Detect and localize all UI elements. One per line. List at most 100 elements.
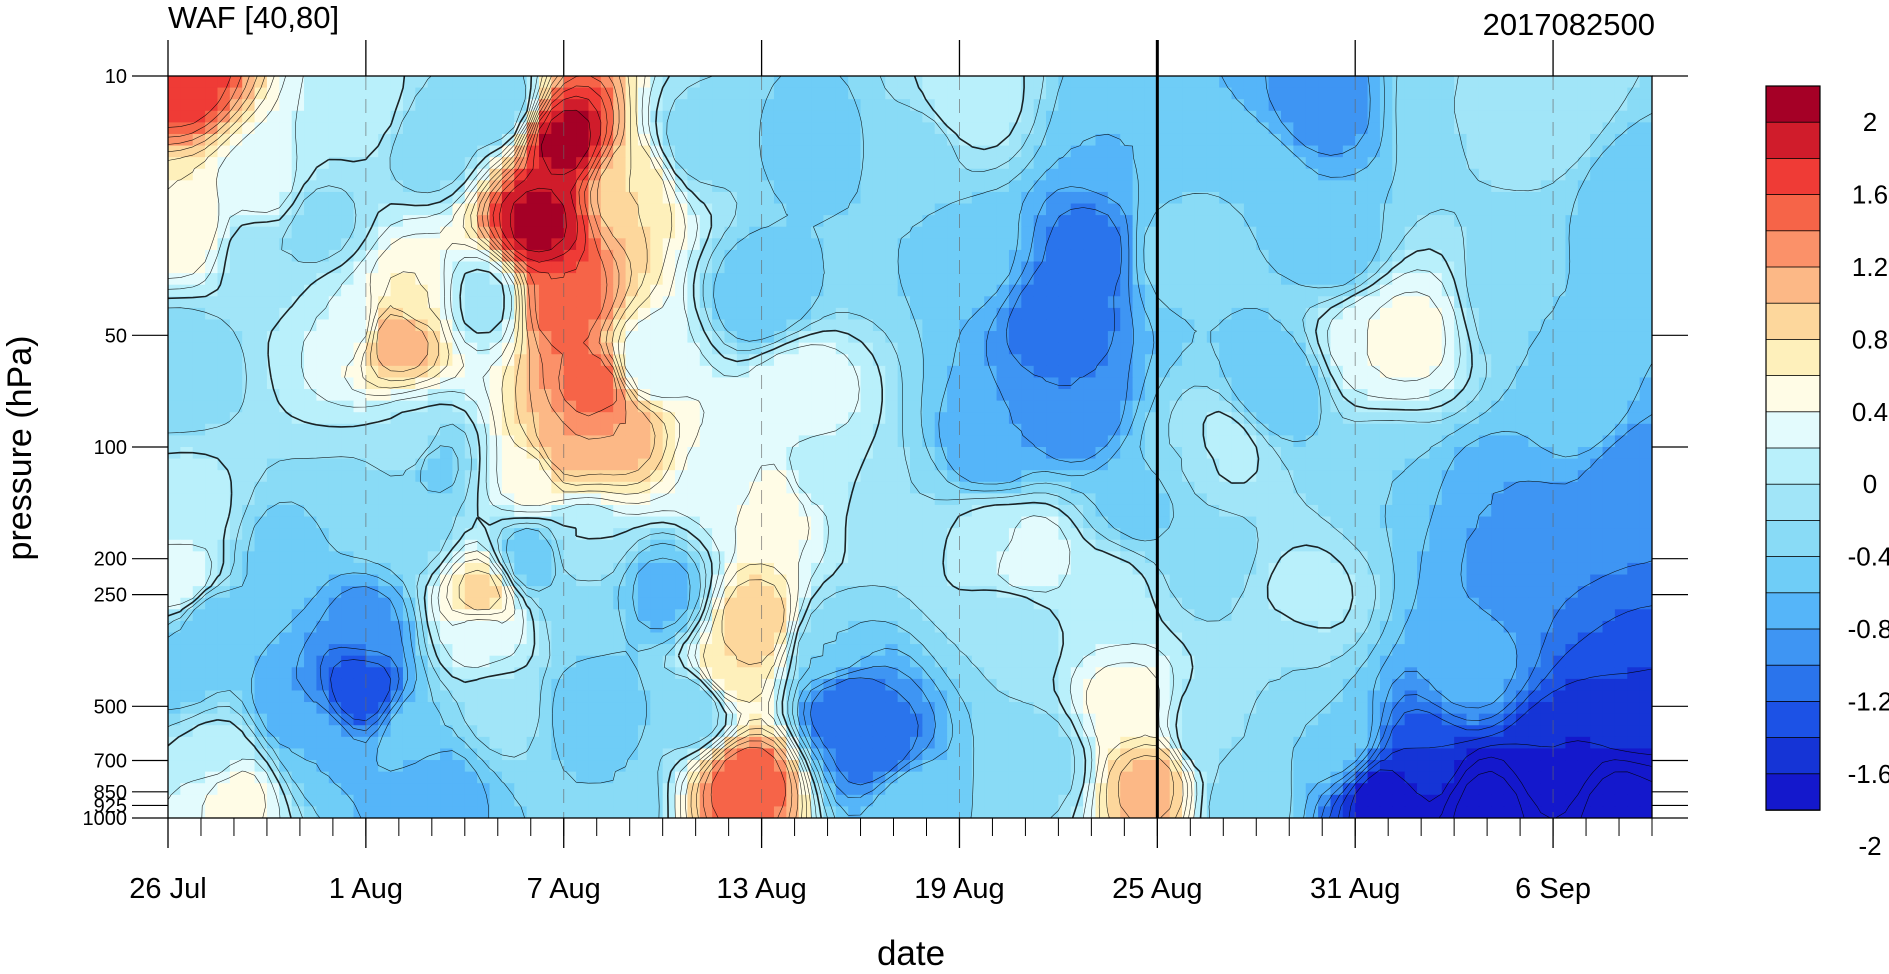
contour-cell xyxy=(427,470,441,483)
contour-cell xyxy=(1590,168,1604,181)
contour-cell xyxy=(588,99,602,112)
contour-cell xyxy=(1429,99,1443,112)
contour-cell xyxy=(1318,481,1332,494)
contour-cell xyxy=(699,145,713,158)
contour-cell xyxy=(539,110,552,123)
contour-cell xyxy=(835,284,849,297)
contour-cell xyxy=(551,307,565,321)
contour-cell xyxy=(353,307,367,321)
contour-cell xyxy=(1144,516,1158,529)
contour-cell xyxy=(848,528,862,541)
contour-cell xyxy=(811,551,825,564)
contour-cell xyxy=(563,423,577,436)
contour-cell xyxy=(1008,203,1022,216)
contour-cell xyxy=(365,354,379,367)
contour-cell xyxy=(1417,191,1430,205)
contour-cell xyxy=(1095,447,1109,460)
contour-cell xyxy=(415,493,429,506)
contour-cell xyxy=(501,435,515,448)
contour-cell xyxy=(860,215,874,228)
contour-cell xyxy=(1367,87,1381,100)
contour-cell xyxy=(959,249,973,263)
contour-cell xyxy=(1144,423,1158,436)
contour-cell xyxy=(922,180,936,193)
contour-cell xyxy=(625,180,639,193)
contour-cell xyxy=(1466,493,1480,506)
contour-cell xyxy=(885,261,899,274)
contour-cell xyxy=(910,145,923,158)
contour-cell xyxy=(1058,365,1072,379)
contour-cell xyxy=(1553,226,1567,239)
contour-cell xyxy=(1095,354,1109,367)
contour-cell xyxy=(1132,261,1146,274)
contour-cell xyxy=(910,516,923,529)
contour-cell xyxy=(1107,342,1121,355)
contour-cell xyxy=(588,447,602,460)
contour-cell xyxy=(415,551,429,564)
contour-cell xyxy=(637,249,651,263)
contour-cell xyxy=(749,273,763,286)
contour-cell xyxy=(576,342,590,355)
contour-cell xyxy=(910,273,923,286)
contour-cell xyxy=(1614,481,1628,494)
contour-cell xyxy=(1008,528,1022,541)
contour-cell xyxy=(427,493,441,506)
contour-cell xyxy=(724,551,738,564)
contour-cell xyxy=(1330,110,1344,123)
contour-cell xyxy=(489,400,503,413)
contour-cell xyxy=(1107,87,1121,100)
contour-cell xyxy=(1058,284,1072,297)
contour-cell xyxy=(1083,504,1097,518)
contour-cell xyxy=(1120,191,1134,205)
contour-cell xyxy=(1046,493,1059,506)
contour-cell xyxy=(514,133,528,147)
contour-cell xyxy=(984,377,998,390)
contour-cell xyxy=(1417,365,1430,379)
contour-cell xyxy=(415,516,429,529)
contour-cell xyxy=(304,423,317,436)
contour-cell xyxy=(229,180,243,193)
contour-cell xyxy=(724,238,738,251)
contour-cell xyxy=(192,331,206,344)
contour-cell xyxy=(1392,481,1406,494)
contour-cell xyxy=(192,458,206,471)
contour-cell xyxy=(1478,504,1492,518)
contour-cell xyxy=(576,226,590,239)
contour-cell xyxy=(922,539,936,552)
contour-cell xyxy=(1565,481,1579,494)
contour-cell xyxy=(1021,307,1035,321)
contour-cell xyxy=(749,389,763,402)
contour-cell xyxy=(180,284,194,297)
contour-cell xyxy=(1243,354,1257,367)
contour-cell xyxy=(736,249,750,263)
contour-cell xyxy=(1429,447,1443,460)
contour-cell xyxy=(1219,423,1233,436)
contour-cell xyxy=(600,447,614,460)
contour-cell xyxy=(254,377,268,390)
contour-cell xyxy=(786,400,800,413)
contour-cell xyxy=(1540,400,1554,413)
contour-cell xyxy=(1305,412,1319,425)
contour-cell xyxy=(835,273,849,286)
contour-cell xyxy=(625,342,639,355)
contour-cell xyxy=(650,470,664,483)
contour-cell xyxy=(1021,296,1035,309)
contour-cell xyxy=(1553,516,1567,529)
contour-cell xyxy=(588,168,602,181)
contour-cell xyxy=(823,76,837,89)
contour-cell xyxy=(872,481,886,494)
contour-cell xyxy=(761,203,775,216)
contour-cell xyxy=(798,203,812,216)
contour-cell xyxy=(675,122,688,135)
contour-cell xyxy=(1367,261,1381,274)
contour-cell xyxy=(1441,168,1455,181)
contour-cell xyxy=(1256,447,1270,460)
contour-cell xyxy=(773,273,787,286)
contour-cell xyxy=(1293,354,1307,367)
contour-cell xyxy=(1614,133,1628,147)
contour-cell xyxy=(811,423,825,436)
contour-cell xyxy=(1058,133,1072,147)
contour-cell xyxy=(378,377,392,390)
contour-cell xyxy=(1107,504,1121,518)
contour-cell xyxy=(1565,180,1579,193)
